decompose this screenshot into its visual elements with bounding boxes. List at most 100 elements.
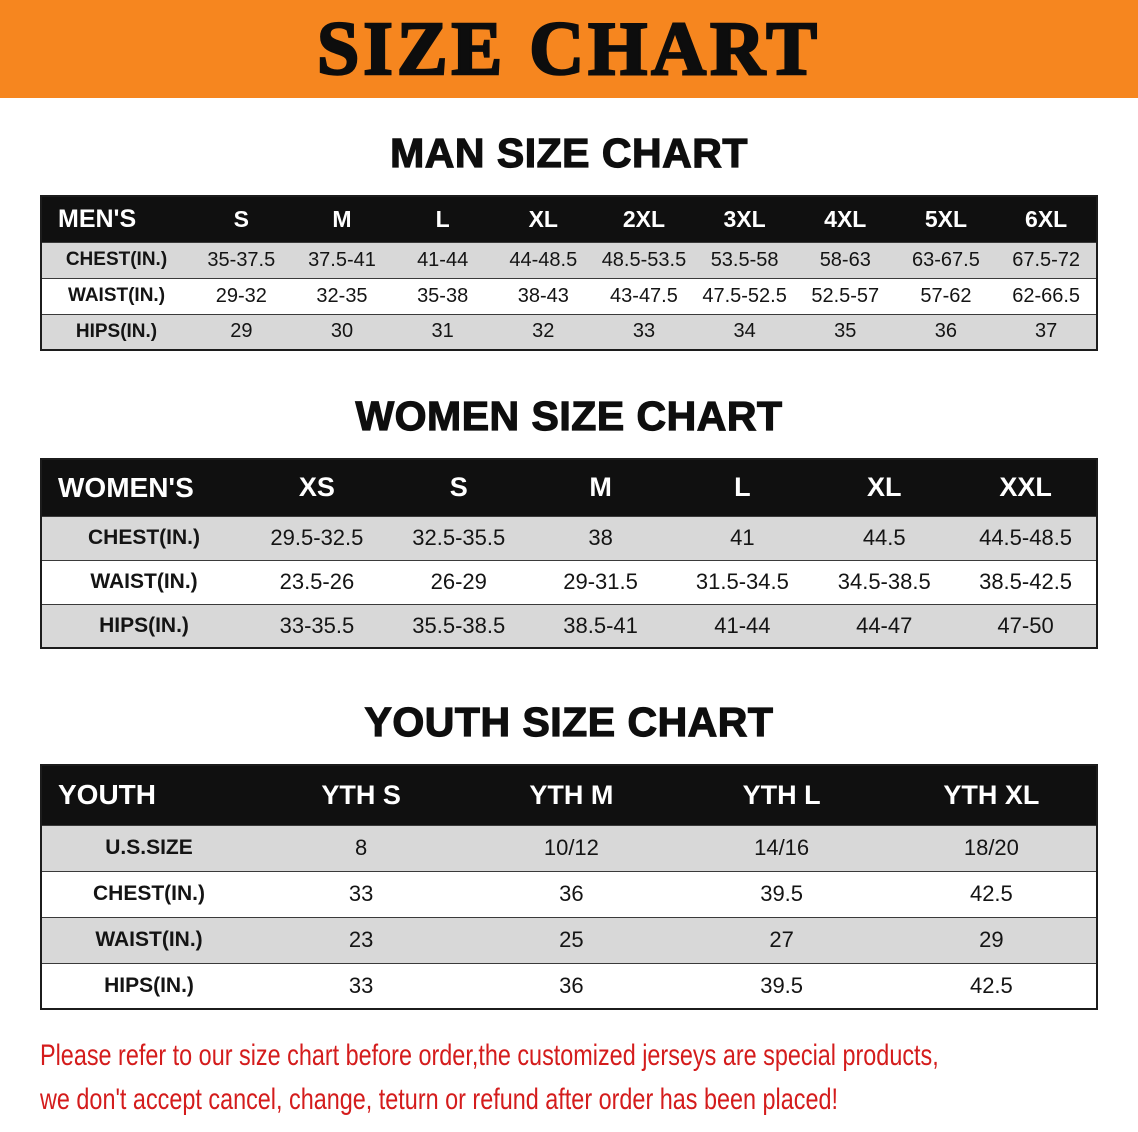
cell-value: 31 [392,313,493,350]
cell-value: 38-43 [492,277,594,314]
cell-value: 33 [256,962,467,1009]
cell-value: 26-29 [387,559,530,604]
table-row: CHEST(IN.) 35-37.5 37.5-41 41-44 44-48.5 48.5… [41,241,1097,278]
cell-value: 38.5-42.5 [955,559,1097,604]
men-size-table: MEN'S S M L XL 2XL 3XL 4XL 5XL 6XL CHEST(IN.) 35-37… [40,195,1098,351]
youth-section-heading: YOUTH SIZE CHART [364,698,774,745]
disclaimer-line-1: Please refer to our size chart before or… [40,1039,939,1072]
cell-value: 41-44 [392,241,493,278]
cell-value: 31.5-34.5 [671,559,814,604]
row-label: HIPS(IN.) [41,603,246,648]
cell-value: 42.5 [886,962,1097,1009]
cell-value: 38 [529,515,672,560]
table-row: HIPS(IN.) 33 36 39.5 42.5 [41,962,1097,1009]
table-row: WAIST(IN.) 29-32 32-35 35-38 38-43 43-47.5 47.… [41,277,1097,314]
table-title-cell: MEN'S [58,204,137,233]
cell-value: 33 [256,870,467,917]
cell-value: 44-48.5 [492,241,594,278]
size-column-header: YTH M [529,779,614,810]
cell-value: 36 [895,313,997,350]
cell-value: 36 [466,962,677,1009]
table-row: WAIST(IN.) 23.5-26 26-29 29-31.5 31.5-34.5 34… [41,559,1097,604]
women-size-table: WOMEN'S XS S M L XL XXL CHEST(IN.) 29.5-32.5 32.5… [40,458,1098,649]
row-label: CHEST(IN.) [41,241,191,278]
cell-value: 67.5-72 [996,241,1097,278]
size-column-header: 4XL [824,205,867,232]
cell-value: 44.5 [813,515,956,560]
size-column-header: YTH S [321,779,401,810]
women-section-heading: WOMEN SIZE CHART [355,392,783,439]
cell-value: 37.5-41 [291,241,393,278]
row-label: CHEST(IN.) [41,515,246,560]
size-column-header: 5XL [924,205,968,232]
cell-value: 32.5-35.5 [387,515,530,560]
cell-value: 10/12 [466,824,677,871]
cell-value: 37 [996,313,1097,350]
cell-value: 57-62 [895,277,997,314]
cell-value: 33-35.5 [246,603,388,648]
size-column-header: YTH XL [943,779,1040,810]
men-section-heading: MAN SIZE CHART [390,129,748,176]
cell-value: 44.5-48.5 [955,515,1097,560]
table-row: HIPS(IN.) 33-35.5 35.5-38.5 38.5-41 41-44 44-… [41,603,1097,648]
cell-value: 32 [492,313,594,350]
size-column-header: S [233,205,249,232]
cell-value: 29 [191,313,292,350]
page-title: SIZE CHART [316,7,821,91]
table-header-row: YOUTH YTH S YTH M YTH L YTH XL [41,765,1097,825]
cell-value: 36 [466,870,677,917]
cell-value: 53.5-58 [694,241,795,278]
size-column-header: L [734,472,751,503]
size-column-header: L [435,205,450,232]
cell-value: 52.5-57 [794,277,896,314]
cell-value: 29-31.5 [529,559,672,604]
table-row: U.S.SIZE 8 10/12 14/16 18/20 [41,824,1097,871]
row-label: CHEST(IN.) [41,870,256,917]
cell-value: 33 [593,313,695,350]
size-column-header: 3XL [723,205,766,232]
cell-value: 30 [291,313,393,350]
size-column-header: 2XL [622,205,666,232]
cell-value: 47-50 [955,603,1097,648]
banner: SIZE CHART [0,0,1138,98]
women-size-section: WOMEN SIZE CHART WOMEN'S XS S M L XL XXL CHEST(… [0,392,1138,649]
row-label: U.S.SIZE [41,824,256,871]
cell-value: 27 [676,916,887,963]
table-row: WAIST(IN.) 23 25 27 29 [41,916,1097,963]
cell-value: 41-44 [671,603,814,648]
disclaimer-line-2: we don't accept cancel, change, teturn o… [40,1082,838,1116]
size-column-header: XL [528,205,558,232]
table-header-row: WOMEN'S XS S M L XL XXL [41,459,1097,516]
row-label: WAIST(IN.) [41,277,191,314]
cell-value: 38.5-41 [529,603,672,648]
table-row: HIPS(IN.) 29 30 31 32 33 34 35 36 37 [41,313,1097,350]
cell-value: 42.5 [886,870,1097,917]
cell-value: 23 [256,916,467,963]
cell-value: 39.5 [676,870,887,917]
cell-value: 35.5-38.5 [387,603,530,648]
size-column-header: XXL [999,472,1052,503]
row-label: HIPS(IN.) [41,313,191,350]
cell-value: 47.5-52.5 [694,277,795,314]
disclaimer: Please refer to our size chart before or… [40,1034,1138,1121]
row-label: WAIST(IN.) [41,559,246,604]
cell-value: 58-63 [794,241,896,278]
cell-value: 41 [671,515,814,560]
cell-value: 29 [886,916,1097,963]
cell-value: 62-66.5 [996,277,1097,314]
size-column-header: XL [866,472,902,503]
cell-value: 32-35 [291,277,393,314]
men-size-section: MAN SIZE CHART MEN'S S M L XL 2XL 3XL 4XL 5XL 6XL… [0,129,1138,351]
size-column-header: S [449,472,468,503]
youth-size-section: YOUTH SIZE CHART YOUTH YTH S YTH M YTH L YTH… [0,698,1138,1010]
table-row: CHEST(IN.) 33 36 39.5 42.5 [41,870,1097,917]
row-label: HIPS(IN.) [41,962,256,1009]
cell-value: 63-67.5 [895,241,997,278]
table-title-cell: WOMEN'S [58,471,194,503]
cell-value: 23.5-26 [246,559,388,604]
table-title-cell: YOUTH [58,779,156,811]
cell-value: 34 [694,313,795,350]
cell-value: 14/16 [676,824,887,871]
cell-value: 29.5-32.5 [246,515,388,560]
